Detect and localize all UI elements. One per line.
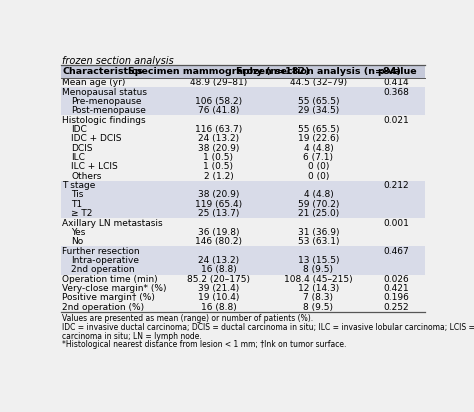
- Text: 0 (0): 0 (0): [308, 172, 329, 181]
- Text: 48.9 (29–81): 48.9 (29–81): [190, 78, 247, 87]
- Text: Menopausal status: Menopausal status: [62, 87, 147, 96]
- Text: 1 (0.5): 1 (0.5): [203, 153, 233, 162]
- Text: Pre-menopause: Pre-menopause: [72, 97, 142, 106]
- Text: 0 (0): 0 (0): [308, 162, 329, 171]
- Text: 108.4 (45–215): 108.4 (45–215): [284, 275, 353, 284]
- Text: Axillary LN metastasis: Axillary LN metastasis: [62, 218, 163, 227]
- Text: Others: Others: [72, 172, 102, 181]
- Text: 1 (0.5): 1 (0.5): [203, 162, 233, 171]
- Text: 29 (34.5): 29 (34.5): [298, 106, 339, 115]
- Text: DCIS: DCIS: [72, 144, 93, 153]
- Text: Values are presented as mean (range) or number of patients (%).: Values are presented as mean (range) or …: [62, 314, 313, 323]
- Text: 24 (13.2): 24 (13.2): [198, 134, 239, 143]
- Text: 59 (70.2): 59 (70.2): [298, 200, 339, 209]
- Text: 31 (36.9): 31 (36.9): [298, 228, 339, 237]
- Text: 0.021: 0.021: [384, 116, 410, 124]
- Text: 116 (63.7): 116 (63.7): [195, 125, 242, 134]
- Text: Frozen section analysis (n=84): Frozen section analysis (n=84): [236, 67, 401, 76]
- Text: 8 (9.5): 8 (9.5): [303, 303, 333, 312]
- Bar: [61, 106, 425, 115]
- Text: 0.001: 0.001: [383, 218, 410, 227]
- Text: 0.368: 0.368: [383, 87, 410, 96]
- Text: 2 (1.2): 2 (1.2): [203, 172, 233, 181]
- Text: Yes: Yes: [72, 228, 86, 237]
- Bar: [61, 65, 425, 78]
- Bar: [61, 256, 425, 265]
- Text: No: No: [72, 237, 83, 246]
- Text: Very-close margin* (%): Very-close margin* (%): [62, 284, 167, 293]
- Text: 4 (4.8): 4 (4.8): [303, 144, 333, 153]
- Bar: [61, 209, 425, 218]
- Text: 2nd operation: 2nd operation: [72, 265, 135, 274]
- Text: frozen section analysis: frozen section analysis: [62, 56, 173, 66]
- Text: 146 (80.2): 146 (80.2): [195, 237, 242, 246]
- Text: 19 (10.4): 19 (10.4): [198, 293, 239, 302]
- Text: IDC: IDC: [72, 125, 87, 134]
- Bar: [61, 246, 425, 256]
- Text: 0.467: 0.467: [384, 247, 410, 255]
- Bar: [61, 87, 425, 97]
- Text: Positive margin† (%): Positive margin† (%): [62, 293, 155, 302]
- Text: carcinoma in situ; LN = lymph node.: carcinoma in situ; LN = lymph node.: [62, 332, 201, 341]
- Bar: [61, 97, 425, 106]
- Text: 0.252: 0.252: [384, 303, 410, 312]
- Text: 0.421: 0.421: [384, 284, 410, 293]
- Bar: [61, 181, 425, 190]
- Text: 8 (9.5): 8 (9.5): [303, 265, 333, 274]
- Text: p-value: p-value: [377, 67, 416, 76]
- Text: 0.212: 0.212: [384, 181, 410, 190]
- Text: 2nd operation (%): 2nd operation (%): [62, 303, 144, 312]
- Text: 53 (63.1): 53 (63.1): [298, 237, 339, 246]
- Text: *Histological nearest distance from lesion < 1 mm; †Ink on tumor surface.: *Histological nearest distance from lesi…: [62, 340, 346, 349]
- Text: Histologic findings: Histologic findings: [62, 116, 146, 124]
- Text: 85.2 (20–175): 85.2 (20–175): [187, 275, 250, 284]
- Text: 55 (65.5): 55 (65.5): [298, 125, 339, 134]
- Text: 44.5 (32–79): 44.5 (32–79): [290, 78, 347, 87]
- Text: 106 (58.2): 106 (58.2): [195, 97, 242, 106]
- Text: 55 (65.5): 55 (65.5): [298, 97, 339, 106]
- Text: 19 (22.6): 19 (22.6): [298, 134, 339, 143]
- Text: 16 (8.8): 16 (8.8): [201, 303, 236, 312]
- Text: Tis: Tis: [72, 190, 84, 199]
- Text: 0.026: 0.026: [384, 275, 410, 284]
- Text: 24 (13.2): 24 (13.2): [198, 256, 239, 265]
- Text: 0.196: 0.196: [383, 293, 410, 302]
- Text: 76 (41.8): 76 (41.8): [198, 106, 239, 115]
- Text: 4 (4.8): 4 (4.8): [303, 190, 333, 199]
- Text: 6 (7.1): 6 (7.1): [303, 153, 333, 162]
- Text: 119 (65.4): 119 (65.4): [195, 200, 242, 209]
- Text: 39 (21.4): 39 (21.4): [198, 284, 239, 293]
- Text: Characteristics: Characteristics: [63, 67, 144, 76]
- Text: Further resection: Further resection: [62, 247, 140, 255]
- Text: Specimen mammography (n=182): Specimen mammography (n=182): [128, 67, 309, 76]
- Bar: [61, 200, 425, 209]
- Text: 7 (8.3): 7 (8.3): [303, 293, 333, 302]
- Text: 12 (14.3): 12 (14.3): [298, 284, 339, 293]
- Text: ILC + LCIS: ILC + LCIS: [72, 162, 118, 171]
- Text: 38 (20.9): 38 (20.9): [198, 144, 239, 153]
- Bar: [61, 190, 425, 200]
- Text: IDC = invasive ductal carcinoma; DCIS = ductal carcinoma in situ; ILC = invasive: IDC = invasive ductal carcinoma; DCIS = …: [62, 323, 474, 332]
- Text: 0.414: 0.414: [384, 78, 410, 87]
- Text: Operation time (min): Operation time (min): [62, 275, 158, 284]
- Text: Intra-operative: Intra-operative: [72, 256, 139, 265]
- Text: 38 (20.9): 38 (20.9): [198, 190, 239, 199]
- Text: 13 (15.5): 13 (15.5): [298, 256, 339, 265]
- Bar: [61, 265, 425, 274]
- Text: 25 (13.7): 25 (13.7): [198, 209, 239, 218]
- Text: T stage: T stage: [62, 181, 96, 190]
- Text: 21 (25.0): 21 (25.0): [298, 209, 339, 218]
- Text: T1: T1: [72, 200, 82, 209]
- Text: 16 (8.8): 16 (8.8): [201, 265, 236, 274]
- Text: Post-menopause: Post-menopause: [72, 106, 146, 115]
- Text: IDC + DCIS: IDC + DCIS: [72, 134, 122, 143]
- Text: 36 (19.8): 36 (19.8): [198, 228, 239, 237]
- Text: Mean age (yr): Mean age (yr): [62, 78, 126, 87]
- Text: ILC: ILC: [72, 153, 85, 162]
- Text: ≥ T2: ≥ T2: [72, 209, 93, 218]
